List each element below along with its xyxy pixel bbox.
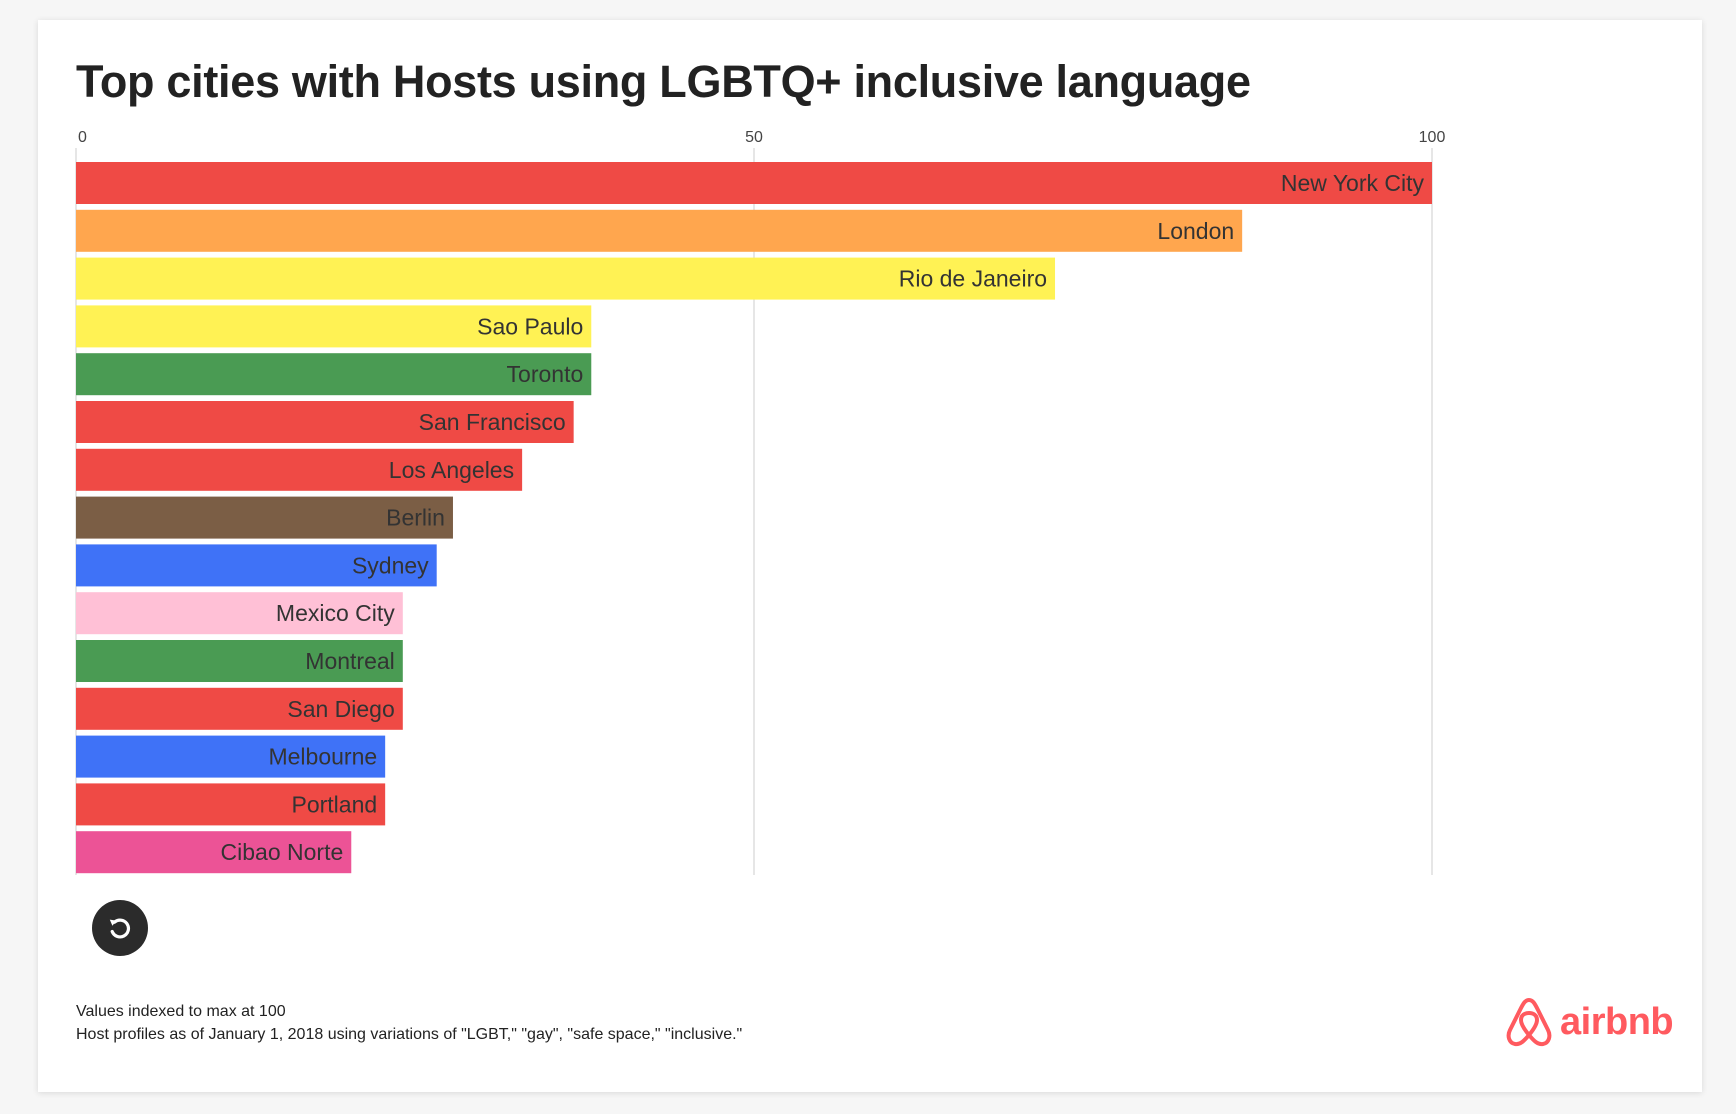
airbnb-wordmark: airbnb	[1560, 1001, 1674, 1043]
replay-button[interactable]	[92, 900, 148, 956]
x-tick-label-0: 0	[78, 129, 87, 146]
x-tick-label-100: 100	[1419, 129, 1446, 146]
footnote-source: Host profiles as of January 1, 2018 usin…	[76, 1026, 743, 1043]
footnotes: Values indexed to max at 100 Host profil…	[76, 1000, 742, 1046]
bar-label-san-francisco: San Francisco	[419, 409, 566, 435]
bar-portland	[76, 783, 386, 826]
bar-berlin	[76, 496, 453, 539]
bar-montreal	[76, 640, 403, 682]
bar-label-rio-de-janeiro: Rio de Janeiro	[899, 266, 1047, 292]
footnote-index: Values indexed to max at 100	[76, 1003, 286, 1020]
bar-toronto	[76, 353, 592, 396]
bar-label-sao-paulo: Sao Paulo	[477, 313, 583, 339]
bar-san-diego	[76, 687, 403, 730]
bar-label-berlin: Berlin	[386, 505, 445, 531]
airbnb-belo-icon	[1506, 998, 1552, 1047]
bar-new-york-city	[76, 162, 1432, 204]
bar-label-melbourne: Melbourne	[268, 744, 377, 770]
bar-cibao-norte	[76, 831, 352, 874]
bar-rio-de-janeiro	[76, 257, 1056, 300]
bar-chart: 0 50 100 New York City London Rio de Janeiro S…	[75, 129, 1446, 875]
chart-card: Top cities with Hosts using LGBTQ+ inclu…	[38, 20, 1702, 1092]
airbnb-logo: airbnb	[1504, 996, 1674, 1048]
bar-label-toronto: Toronto	[507, 361, 584, 387]
bar-label-new-york-city: New York City	[1281, 170, 1425, 196]
bar-melbourne	[76, 735, 386, 778]
bar-london	[76, 209, 1243, 252]
x-tick-label-50: 50	[745, 129, 763, 146]
bar-label-montreal: Montreal	[305, 648, 394, 674]
bar-san-francisco	[76, 401, 574, 443]
bar-mexico-city	[76, 592, 403, 635]
replay-icon	[109, 918, 131, 939]
chart-title: Top cities with Hosts using LGBTQ+ inclu…	[76, 56, 1251, 107]
bar-label-portland: Portland	[291, 791, 377, 817]
bar-label-san-diego: San Diego	[287, 696, 394, 722]
bar-label-mexico-city: Mexico City	[276, 600, 395, 626]
bar-label-london: London	[1157, 218, 1234, 244]
bar-label-los-angeles: Los Angeles	[389, 457, 514, 483]
bar-los-angeles	[76, 448, 523, 491]
bar-label-sydney: Sydney	[352, 552, 429, 578]
bar-label-cibao-norte: Cibao Norte	[221, 839, 344, 865]
bar-sao-paulo	[76, 305, 592, 348]
bar-sydney	[76, 544, 437, 587]
